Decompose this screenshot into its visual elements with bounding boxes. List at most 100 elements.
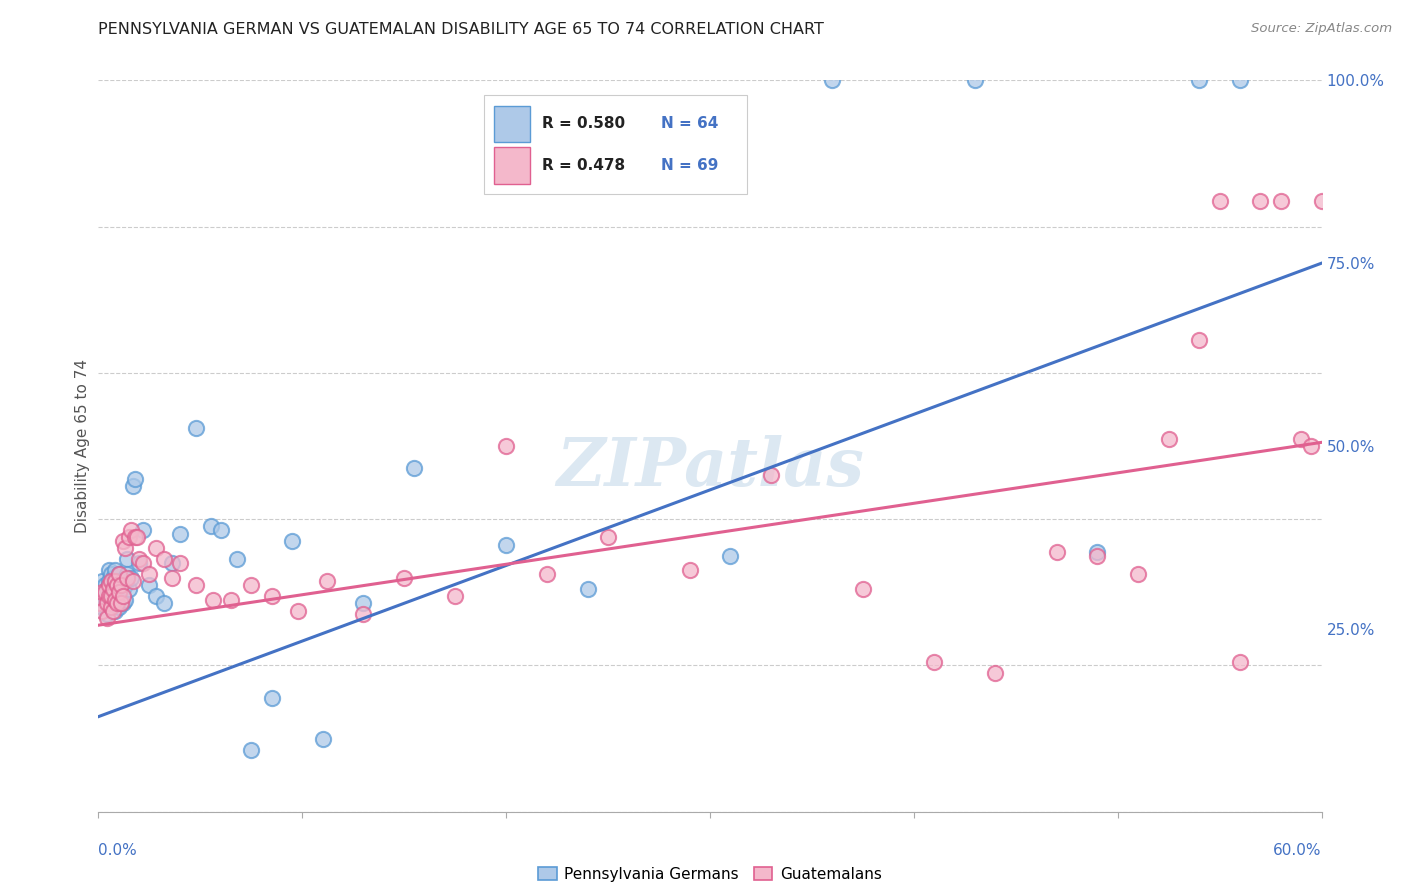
Point <box>104 592 127 607</box>
Point <box>201 592 224 607</box>
Point <box>96 582 118 596</box>
Point <box>128 552 150 566</box>
Text: Source: ZipAtlas.com: Source: ZipAtlas.com <box>1251 22 1392 36</box>
Bar <box>494 147 530 184</box>
Point <box>91 603 114 617</box>
Point <box>120 523 142 537</box>
Point <box>1249 194 1271 208</box>
Point <box>200 519 222 533</box>
Point <box>1291 432 1313 446</box>
Point <box>101 596 124 610</box>
Point <box>108 585 131 599</box>
Point <box>1229 73 1251 87</box>
Text: R = 0.478: R = 0.478 <box>543 158 626 172</box>
Text: N = 64: N = 64 <box>661 116 718 131</box>
Point <box>105 589 128 603</box>
Point <box>169 526 191 541</box>
Point <box>186 421 208 435</box>
Point <box>108 599 131 614</box>
Point <box>120 571 142 585</box>
Point <box>89 589 111 603</box>
Point <box>1270 194 1292 208</box>
Point <box>240 742 263 756</box>
Point <box>93 596 115 610</box>
Point <box>101 571 124 585</box>
Point <box>145 541 167 556</box>
Point <box>111 596 134 610</box>
Point <box>105 578 128 592</box>
Point <box>720 549 742 563</box>
Point <box>821 73 844 87</box>
Point <box>114 578 136 592</box>
Point <box>114 592 136 607</box>
Point <box>1310 194 1333 208</box>
FancyBboxPatch shape <box>484 95 747 194</box>
Point <box>226 552 249 566</box>
Point <box>97 574 120 589</box>
Point <box>115 567 138 582</box>
Point <box>108 582 131 596</box>
Point <box>145 589 167 603</box>
Point <box>852 582 875 596</box>
Point <box>110 596 132 610</box>
Point <box>105 574 128 589</box>
Text: ZIPatlas: ZIPatlas <box>557 435 863 500</box>
Point <box>124 472 146 486</box>
Point <box>240 578 263 592</box>
Point <box>1188 73 1211 87</box>
Point <box>124 530 146 544</box>
Point <box>93 578 115 592</box>
Point <box>111 534 134 549</box>
Point <box>352 596 374 610</box>
Point <box>1301 439 1323 453</box>
Point <box>152 552 174 566</box>
Point <box>101 603 124 617</box>
Text: N = 69: N = 69 <box>661 158 718 172</box>
Point <box>186 578 208 592</box>
Text: R = 0.580: R = 0.580 <box>543 116 626 131</box>
Point <box>115 571 138 585</box>
Point <box>100 599 122 614</box>
Point <box>93 585 115 599</box>
Point <box>105 596 128 610</box>
Point <box>97 589 120 603</box>
Point <box>122 574 145 589</box>
Point <box>97 578 120 592</box>
Point <box>576 582 599 596</box>
Point <box>118 530 141 544</box>
Point <box>495 538 517 552</box>
Point <box>104 574 127 589</box>
Point <box>1085 549 1108 563</box>
Point <box>392 571 416 585</box>
Point <box>679 563 702 577</box>
Point <box>598 530 620 544</box>
Point <box>96 596 118 610</box>
Point <box>101 589 124 603</box>
Point <box>91 585 114 599</box>
Point <box>1045 545 1069 559</box>
Point <box>89 596 111 610</box>
Point <box>260 691 283 706</box>
Point <box>315 574 337 589</box>
Point <box>104 563 127 577</box>
Point <box>114 541 136 556</box>
Legend: Pennsylvania Germans, Guatemalans: Pennsylvania Germans, Guatemalans <box>531 861 889 888</box>
Point <box>138 567 160 582</box>
Point <box>1320 432 1343 446</box>
Point <box>108 567 131 582</box>
Point <box>100 567 122 582</box>
Point <box>91 599 114 614</box>
Point <box>536 567 558 582</box>
Point <box>93 589 115 603</box>
Point <box>127 530 149 544</box>
Point <box>169 556 191 570</box>
Bar <box>494 106 530 143</box>
Point <box>352 607 374 622</box>
Point <box>922 655 945 669</box>
Point <box>128 556 150 570</box>
Point <box>91 574 114 589</box>
Point <box>132 523 155 537</box>
Point <box>1188 333 1211 347</box>
Point <box>104 578 127 592</box>
Point <box>495 439 517 453</box>
